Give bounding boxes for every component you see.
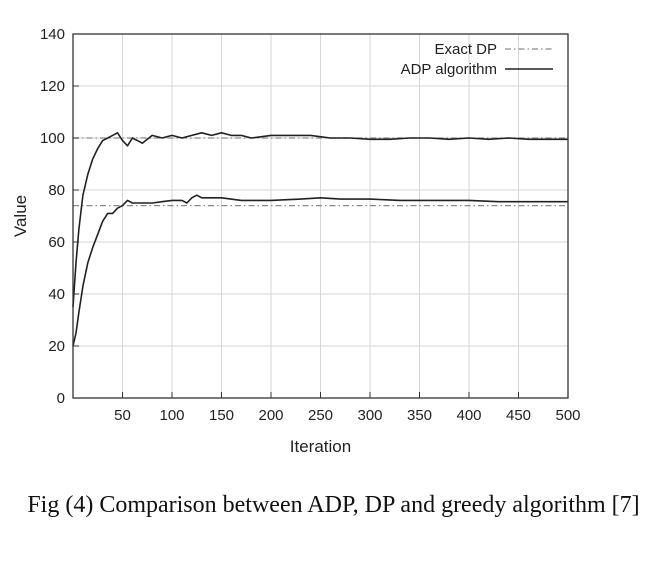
- adp-algorithm-line: [72, 194, 568, 347]
- y-tick-label: 120: [40, 78, 65, 95]
- line-chart: 50 100 150 200 250 300 350 400 450 500 0 20 40 60 80 10…: [11, 26, 581, 456]
- x-tick-label: 50: [114, 407, 131, 424]
- x-tick-label: 200: [258, 407, 283, 424]
- legend-label: Exact DP: [434, 41, 497, 58]
- x-tick-label: 250: [308, 407, 333, 424]
- x-tick-label: 150: [209, 407, 234, 424]
- y-tick-label: 60: [48, 234, 65, 251]
- chart-area: 50 100 150 200 250 300 350 400 450 500 0 20 40 60 80 10…: [11, 26, 581, 456]
- y-tick-label: 80: [48, 182, 65, 199]
- x-tick-label: 450: [506, 407, 531, 424]
- y-tick-label: 0: [57, 390, 65, 407]
- y-tick-label: 20: [48, 338, 65, 355]
- x-axis-label: Iteration: [290, 437, 351, 456]
- y-axis-label: Value: [11, 195, 30, 237]
- x-tick-label: 300: [357, 407, 382, 424]
- x-tick-label: 350: [407, 407, 432, 424]
- y-tick-label: 140: [40, 26, 65, 43]
- y-tick-label: 100: [40, 130, 65, 147]
- legend-label: ADP algorithm: [401, 61, 497, 78]
- x-tick-label: 400: [456, 407, 481, 424]
- y-tick-label: 40: [48, 286, 65, 303]
- adp-algorithm-line: [72, 132, 568, 308]
- figure-caption: Fig (4) Comparison between ADP, DP and g…: [27, 492, 640, 518]
- x-tick-label: 100: [159, 407, 184, 424]
- x-tick-label: 500: [555, 407, 580, 424]
